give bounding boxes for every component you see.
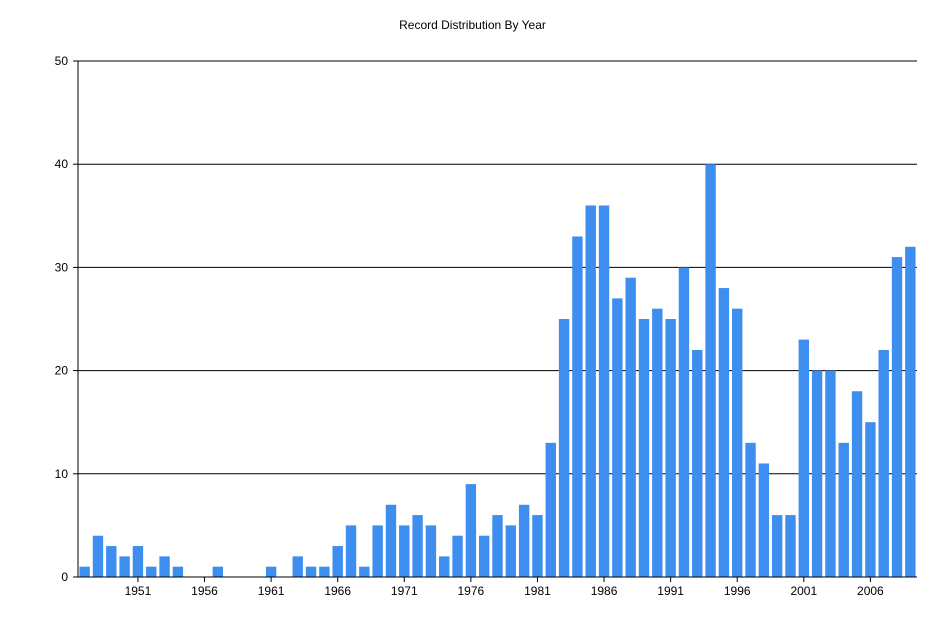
x-tick-label-2001: 2001 bbox=[790, 584, 817, 598]
bar-1974 bbox=[439, 556, 450, 577]
x-tick-label-1956: 1956 bbox=[191, 584, 218, 598]
bar-1980 bbox=[518, 504, 530, 577]
bar-1999 bbox=[771, 515, 783, 577]
bar-1967 bbox=[345, 525, 357, 577]
y-tick-label-50: 50 bbox=[55, 54, 69, 68]
x-tick-label-1951: 1951 bbox=[125, 584, 152, 598]
x-tick-label-2006: 2006 bbox=[857, 584, 884, 598]
bar-1966 bbox=[332, 546, 343, 577]
x-tick-label-1981: 1981 bbox=[524, 584, 551, 598]
y-tick-label-0: 0 bbox=[61, 570, 68, 584]
y-tick-label-40: 40 bbox=[55, 157, 69, 171]
y-tick-label-30: 30 bbox=[55, 260, 69, 274]
bar-1979 bbox=[505, 525, 517, 577]
bar-2008 bbox=[891, 257, 903, 577]
bar-1984 bbox=[572, 236, 583, 577]
bar-1952 bbox=[146, 566, 157, 577]
bar-1968 bbox=[359, 566, 370, 577]
x-tick-label-1966: 1966 bbox=[324, 584, 351, 598]
bar-1973 bbox=[425, 525, 437, 577]
bar-2004 bbox=[838, 442, 849, 577]
bar-2007 bbox=[878, 349, 889, 577]
bar-1961 bbox=[265, 566, 277, 577]
x-tick-label-1986: 1986 bbox=[591, 584, 618, 598]
bar-1950 bbox=[119, 556, 130, 577]
bar-1991 bbox=[665, 319, 676, 577]
bar-2009 bbox=[905, 246, 916, 577]
bar-1948 bbox=[92, 535, 104, 577]
bars bbox=[79, 164, 916, 578]
x-tick-labels: 1951 1956 1961 1966 1971 1976 1981 1986 1991 1996… bbox=[125, 577, 884, 598]
chart-title: Record Distribution By Year bbox=[399, 18, 546, 32]
bar-2002 bbox=[811, 370, 823, 577]
bar-1977 bbox=[478, 535, 490, 577]
bar-1995 bbox=[718, 288, 730, 577]
bar-1975 bbox=[452, 535, 463, 577]
y-tick-label-20: 20 bbox=[55, 364, 69, 378]
x-tick-label-1996: 1996 bbox=[724, 584, 751, 598]
bar-1982 bbox=[545, 442, 556, 577]
y-tick-label-10: 10 bbox=[55, 467, 69, 481]
bar-1988 bbox=[625, 277, 636, 577]
axes bbox=[77, 61, 917, 578]
bar-1993 bbox=[692, 349, 703, 577]
bar-1947 bbox=[79, 566, 90, 577]
bar-1976 bbox=[465, 484, 477, 577]
bar-1998 bbox=[758, 463, 770, 577]
bar-1971 bbox=[399, 525, 410, 577]
y-tick-labels: 0 10 20 30 40 50 bbox=[55, 54, 69, 584]
bar-1972 bbox=[412, 515, 423, 577]
gridlines bbox=[73, 60, 917, 578]
bar-2006 bbox=[865, 422, 876, 577]
bar-1951 bbox=[132, 546, 144, 577]
bar-1985 bbox=[585, 205, 596, 578]
bar-1996 bbox=[732, 308, 743, 577]
x-tick-label-1991: 1991 bbox=[657, 584, 684, 598]
bar-1969 bbox=[372, 525, 383, 577]
bar-1981 bbox=[532, 515, 543, 577]
bar-1978 bbox=[492, 515, 503, 577]
bar-1992 bbox=[678, 267, 690, 577]
x-tick-label-1961: 1961 bbox=[258, 584, 285, 598]
bar-1949 bbox=[106, 546, 117, 577]
bar-1954 bbox=[172, 566, 184, 577]
bar-1983 bbox=[558, 319, 570, 577]
x-tick-label-1976: 1976 bbox=[458, 584, 485, 598]
bar-1986 bbox=[598, 205, 610, 578]
bar-1987 bbox=[612, 298, 623, 577]
bar-1963 bbox=[292, 556, 303, 577]
bar-1990 bbox=[652, 308, 663, 577]
bar-1957 bbox=[212, 566, 224, 577]
bar-1989 bbox=[638, 319, 650, 577]
bar-1953 bbox=[159, 556, 170, 577]
bar-1994 bbox=[705, 164, 716, 577]
x-tick-label-1971: 1971 bbox=[391, 584, 418, 598]
bar-2001 bbox=[798, 339, 809, 577]
bar-2005 bbox=[851, 391, 863, 577]
bar-1964 bbox=[305, 566, 317, 577]
bar-1997 bbox=[745, 442, 756, 577]
bar-1970 bbox=[385, 504, 397, 577]
bar-2003 bbox=[825, 370, 836, 577]
bar-2000 bbox=[785, 515, 796, 577]
bar-1965 bbox=[319, 566, 330, 577]
